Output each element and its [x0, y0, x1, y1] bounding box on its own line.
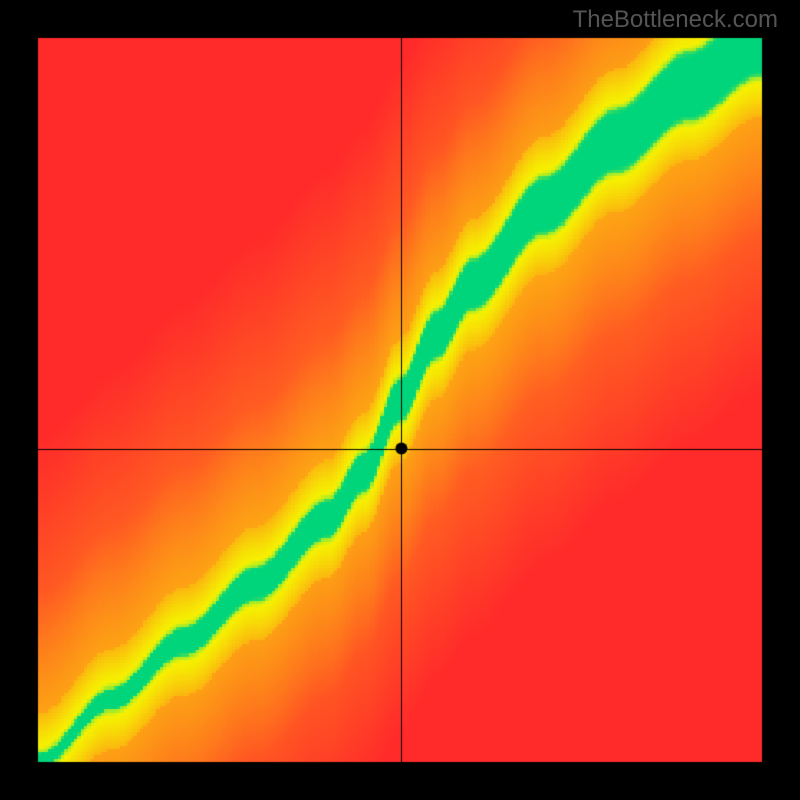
- bottleneck-heatmap: [0, 0, 800, 800]
- watermark-text: TheBottleneck.com: [573, 6, 778, 34]
